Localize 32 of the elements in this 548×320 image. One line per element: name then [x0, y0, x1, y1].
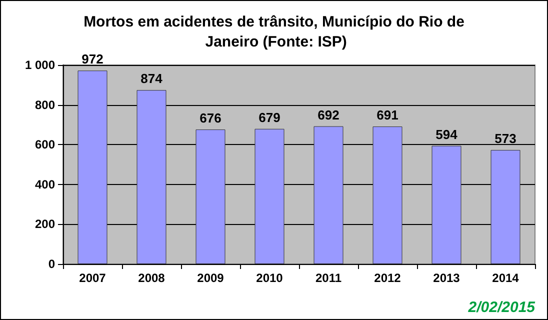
bar — [196, 129, 226, 264]
data-label: 676 — [200, 110, 222, 126]
bar — [136, 90, 166, 264]
x-tick-label: 2014 — [492, 271, 520, 285]
y-tick-label: 200 — [34, 217, 56, 232]
chart-title: Mortos em acidentes de trânsito, Município do Rio de Janeiro (Fonte: ISP) — [84, 14, 464, 50]
text: 2/02/2015 — [467, 299, 536, 316]
data-label: 679 — [258, 110, 280, 125]
data-label: 692 — [318, 107, 340, 122]
x-tick-label: 2009 — [197, 271, 224, 285]
bar — [78, 70, 108, 264]
x-tick-label: 2010 — [256, 271, 284, 285]
bar — [490, 150, 520, 264]
bar — [372, 126, 402, 264]
y-tick-label: 600 — [34, 138, 56, 152]
data-label: 874 — [140, 71, 164, 86]
bar — [254, 128, 284, 264]
y-tick-label: 1 000 — [24, 58, 56, 72]
y-tick-label: 400 — [34, 177, 56, 192]
x-tick-label: 2008 — [138, 271, 166, 285]
data-label: 691 — [376, 107, 398, 122]
data-label: 573 — [494, 130, 516, 146]
data-label: 594 — [436, 126, 458, 142]
bar — [314, 126, 344, 264]
x-tick-label: 2012 — [374, 271, 402, 285]
x-tick-label: 2007 — [79, 271, 106, 285]
x-tick-label: 2013 — [433, 271, 460, 285]
bar — [432, 146, 462, 264]
y-tick-label: 800 — [34, 98, 56, 112]
y-tick-label: 0 — [48, 257, 56, 271]
data-label: 972 — [82, 52, 104, 67]
x-tick-label: 2011 — [315, 271, 342, 285]
